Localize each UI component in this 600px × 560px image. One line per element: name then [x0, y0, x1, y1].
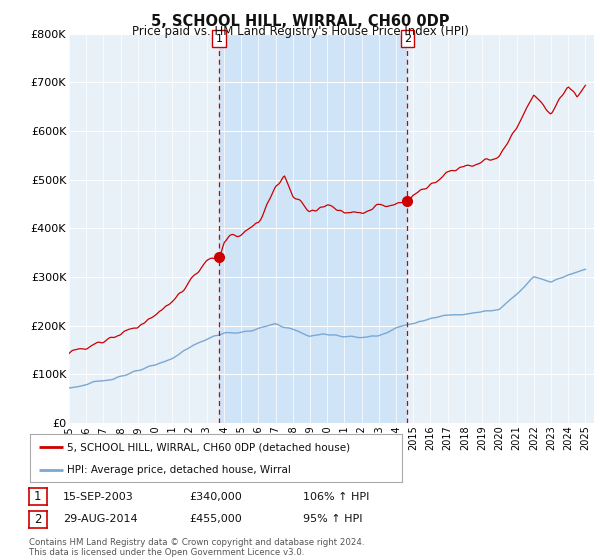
Text: 2: 2: [404, 34, 411, 44]
Text: 1: 1: [215, 34, 223, 44]
Bar: [219, 34, 407, 423]
Text: 5, SCHOOL HILL, WIRRAL, CH60 0DP: 5, SCHOOL HILL, WIRRAL, CH60 0DP: [151, 14, 449, 29]
Text: 106% ↑ HPI: 106% ↑ HPI: [303, 492, 370, 502]
Text: HPI: Average price, detached house, Wirral: HPI: Average price, detached house, Wirr…: [67, 465, 291, 475]
Text: 95% ↑ HPI: 95% ↑ HPI: [303, 514, 362, 524]
Text: £340,000: £340,000: [189, 492, 242, 502]
Text: Contains HM Land Registry data © Crown copyright and database right 2024.
This d: Contains HM Land Registry data © Crown c…: [29, 538, 364, 557]
Text: 1: 1: [34, 490, 41, 503]
Text: Price paid vs. HM Land Registry's House Price Index (HPI): Price paid vs. HM Land Registry's House …: [131, 25, 469, 38]
Text: 15-SEP-2003: 15-SEP-2003: [63, 492, 134, 502]
Text: 2: 2: [34, 512, 41, 526]
Text: 29-AUG-2014: 29-AUG-2014: [63, 514, 137, 524]
Text: £455,000: £455,000: [189, 514, 242, 524]
Text: 5, SCHOOL HILL, WIRRAL, CH60 0DP (detached house): 5, SCHOOL HILL, WIRRAL, CH60 0DP (detach…: [67, 442, 350, 452]
